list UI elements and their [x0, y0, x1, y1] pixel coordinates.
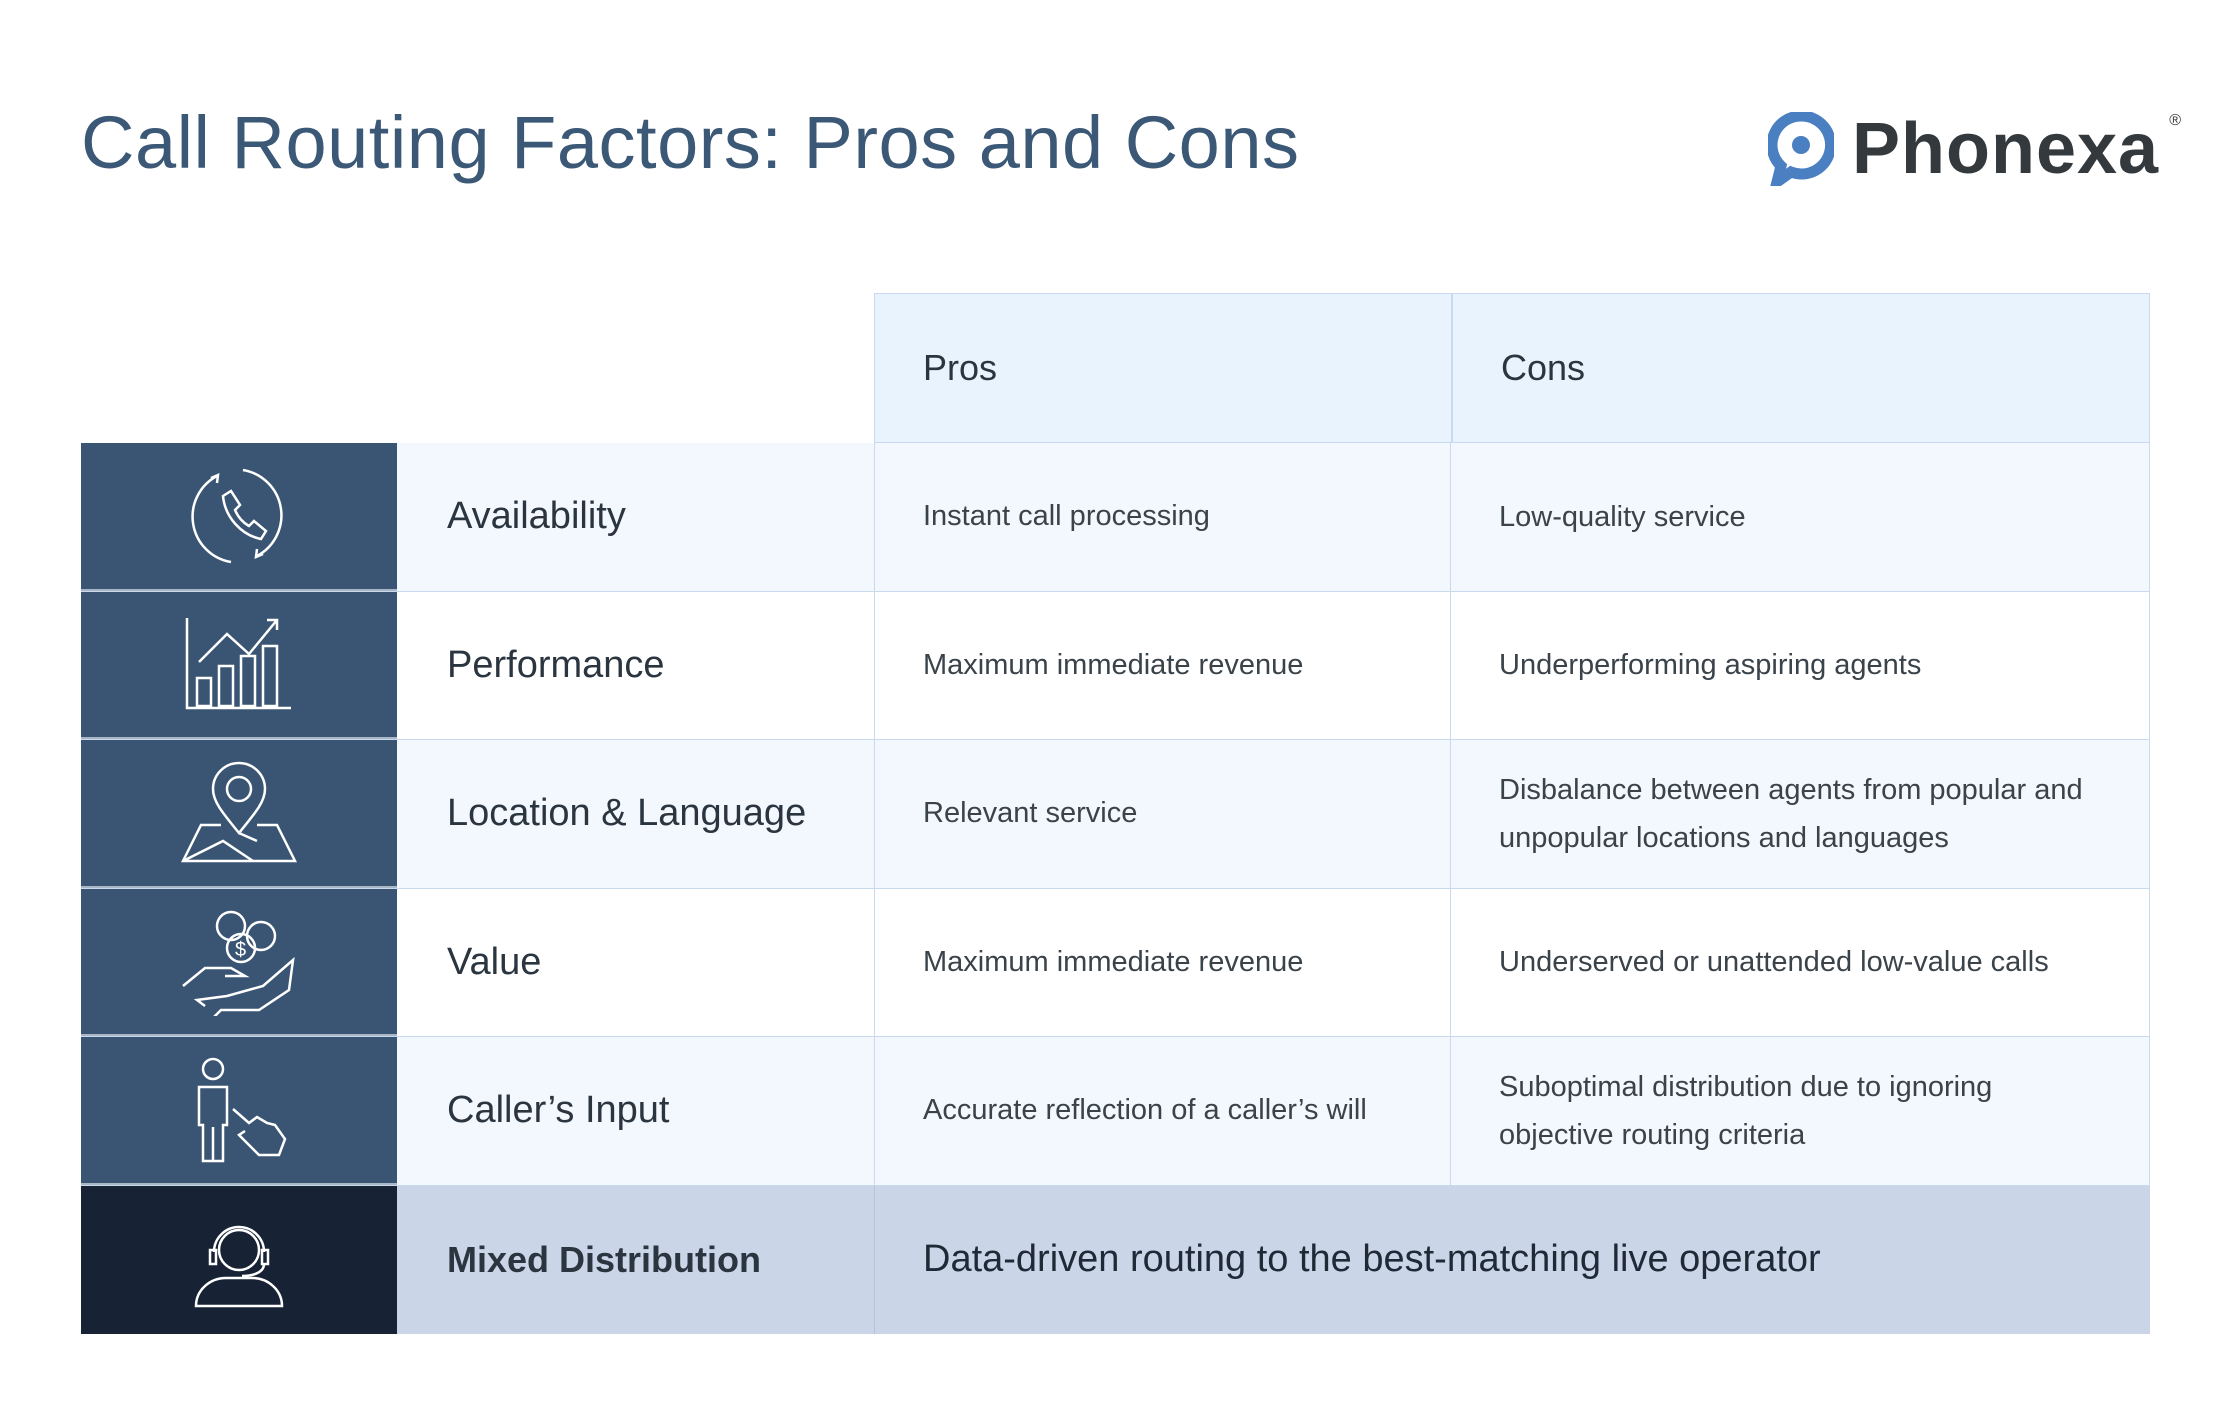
- table-row: $ Value Maximum immediate revenue Unders…: [81, 888, 2150, 1037]
- svg-text:$: $: [235, 939, 246, 961]
- factor-label: Caller’s Input: [397, 1037, 874, 1185]
- factor-label: Availability: [397, 443, 874, 591]
- table-row: Performance Maximum immediate revenue Un…: [81, 591, 2150, 740]
- cons-cell: Disbalance between agents from popular a…: [1451, 740, 2150, 888]
- factor-label: Performance: [447, 643, 665, 686]
- cons-cell: Underperforming aspiring agents: [1451, 591, 2150, 739]
- pros-cell: Accurate reflection of a caller’s will: [874, 1037, 1451, 1185]
- location-map-icon: [181, 761, 297, 865]
- pros-cell: Maximum immediate revenue: [874, 591, 1451, 739]
- header-cons: Cons: [1452, 293, 2150, 443]
- summary-factor-label: Mixed Distribution: [397, 1185, 874, 1334]
- cons-cell: Low-quality service: [1451, 443, 2150, 591]
- factor-label: Value: [447, 940, 542, 983]
- pros-cell: Relevant service: [874, 740, 1451, 888]
- phonexa-logo: Phonexa ®: [1768, 108, 2181, 190]
- operator-headset-icon: [194, 1212, 284, 1308]
- phone-cycle-icon: [187, 464, 291, 568]
- table-row: Caller’s Input Accurate reflection of a …: [81, 1037, 2150, 1186]
- header-pros: Pros: [874, 293, 1452, 443]
- caller-touch-icon: [189, 1057, 289, 1163]
- page-title: Call Routing Factors: Pros and Cons: [81, 101, 1300, 184]
- logo-text: Phonexa: [1852, 109, 2160, 189]
- factor-label: Location & Language: [397, 740, 874, 888]
- table-row: Availability Instant call processing Low…: [81, 443, 2150, 592]
- table-header: Pros Cons: [81, 293, 2150, 443]
- cons-cell: Suboptimal distribution due to ignoring …: [1451, 1037, 2150, 1185]
- table-row: Location & Language Relevant service Dis…: [81, 740, 2150, 889]
- registered-mark: ®: [2169, 112, 2182, 129]
- growth-chart-icon: [185, 616, 293, 712]
- pros-cons-table: Pros Cons Availability Instant call proc…: [81, 293, 2150, 1334]
- money-hand-icon: $: [181, 906, 297, 1017]
- cons-cell: Underserved or unattended low-value call…: [1451, 888, 2150, 1036]
- logo-bubble-icon: [1768, 112, 1834, 186]
- pros-cell: Instant call processing: [874, 443, 1451, 591]
- summary-row: Mixed Distribution Data-driven routing t…: [81, 1185, 2150, 1334]
- summary-description: Data-driven routing to the best-matching…: [874, 1185, 2150, 1334]
- pros-cell: Maximum immediate revenue: [874, 888, 1451, 1036]
